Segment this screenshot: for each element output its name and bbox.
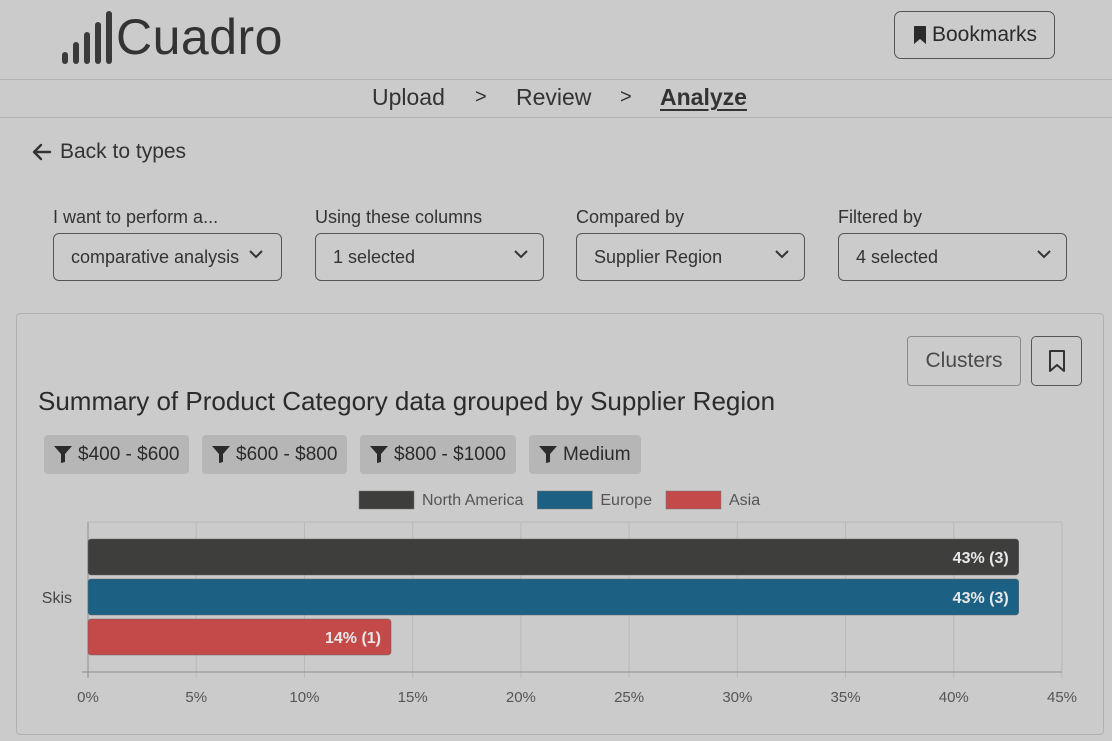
filter-chip[interactable]: $800 - $1000 xyxy=(360,435,516,474)
legend-label[interactable]: Asia xyxy=(729,492,760,509)
select-value: comparative analysis xyxy=(71,246,240,267)
bar-data-label: 43% (3) xyxy=(953,590,1009,607)
bookmark-outline-icon xyxy=(1048,350,1065,372)
app-logo[interactable]: Cuadro xyxy=(62,8,283,64)
legend-swatch xyxy=(537,490,593,510)
filter-chip-label: $800 - $1000 xyxy=(394,443,506,465)
filter-chip-label: $400 - $600 xyxy=(78,443,180,465)
filter-icon xyxy=(539,446,557,463)
analysis-type-label: I want to perform a... xyxy=(53,207,219,227)
arrow-left-icon xyxy=(32,143,52,161)
bar-europe[interactable] xyxy=(87,578,1019,616)
nav-step-review[interactable]: Review xyxy=(516,84,592,110)
x-tick-label: 20% xyxy=(506,689,536,706)
chart-title: Summary of Product Category data grouped… xyxy=(38,386,776,416)
legend-label[interactable]: North America xyxy=(422,492,523,509)
columns-label: Using these columns xyxy=(315,207,483,227)
select-value: 4 selected xyxy=(856,246,939,267)
compared-by-select[interactable]: Supplier Region xyxy=(576,233,805,281)
back-to-types-link[interactable]: Back to types xyxy=(32,140,186,164)
filter-chip[interactable]: Medium xyxy=(529,435,641,474)
bookmark-chart-button[interactable] xyxy=(1031,336,1082,386)
filter-icon xyxy=(370,446,388,463)
back-label: Back to types xyxy=(60,140,187,163)
select-value: 1 selected xyxy=(333,246,416,267)
filter-chip-label: Medium xyxy=(563,443,631,465)
chevron-down-icon xyxy=(514,250,528,259)
columns-select[interactable]: 1 selected xyxy=(315,233,544,281)
filter-icon xyxy=(212,446,230,463)
bar-data-label: 43% (3) xyxy=(953,550,1009,567)
chevron-down-icon xyxy=(775,250,789,259)
nav-step-analyze[interactable]: Analyze xyxy=(660,84,747,110)
legend-label[interactable]: Europe xyxy=(600,492,652,509)
nav-separator: > xyxy=(620,86,632,108)
category-label: Skis xyxy=(42,590,72,607)
compared-by-label: Compared by xyxy=(576,207,685,227)
legend-swatch xyxy=(358,490,415,510)
bookmarks-label: Bookmarks xyxy=(931,23,1038,46)
chevron-down-icon xyxy=(249,250,263,259)
bar-north-america[interactable] xyxy=(87,538,1019,576)
app-name: Cuadro xyxy=(116,9,283,65)
x-tick-label: 15% xyxy=(398,689,428,706)
x-tick-label: 30% xyxy=(722,689,752,706)
logo-bars-icon xyxy=(62,10,112,64)
select-value: Supplier Region xyxy=(594,246,723,267)
analysis-type-select[interactable]: comparative analysis xyxy=(53,233,282,281)
filtered-by-label: Filtered by xyxy=(838,207,923,227)
filter-chip[interactable]: $400 - $600 xyxy=(44,435,190,474)
x-tick-label: 45% xyxy=(1047,689,1077,706)
bar-data-label: 14% (1) xyxy=(325,630,381,647)
x-tick-label: 5% xyxy=(185,689,207,706)
chevron-down-icon xyxy=(1037,250,1051,259)
bookmark-icon xyxy=(913,26,926,44)
x-tick-label: 10% xyxy=(289,689,319,706)
filter-chip[interactable]: $600 - $800 xyxy=(202,435,348,474)
bar-asia[interactable] xyxy=(87,618,392,656)
filter-chip-label: $600 - $800 xyxy=(236,443,338,465)
x-tick-label: 25% xyxy=(614,689,644,706)
app-header: Cuadro Bookmarks xyxy=(0,0,1112,80)
filter-icon xyxy=(54,446,72,463)
x-tick-label: 35% xyxy=(831,689,861,706)
legend-swatch xyxy=(665,490,722,510)
x-tick-label: 0% xyxy=(77,689,99,706)
nav-separator: > xyxy=(475,86,487,108)
step-breadcrumb: Upload > Review > Analyze xyxy=(0,80,1112,118)
clusters-button[interactable]: Clusters xyxy=(907,336,1021,386)
nav-step-upload[interactable]: Upload xyxy=(372,84,445,110)
results-panel xyxy=(16,313,1104,735)
bookmarks-button[interactable]: Bookmarks xyxy=(894,11,1055,59)
filtered-by-select[interactable]: 4 selected xyxy=(838,233,1067,281)
x-tick-label: 40% xyxy=(939,689,969,706)
